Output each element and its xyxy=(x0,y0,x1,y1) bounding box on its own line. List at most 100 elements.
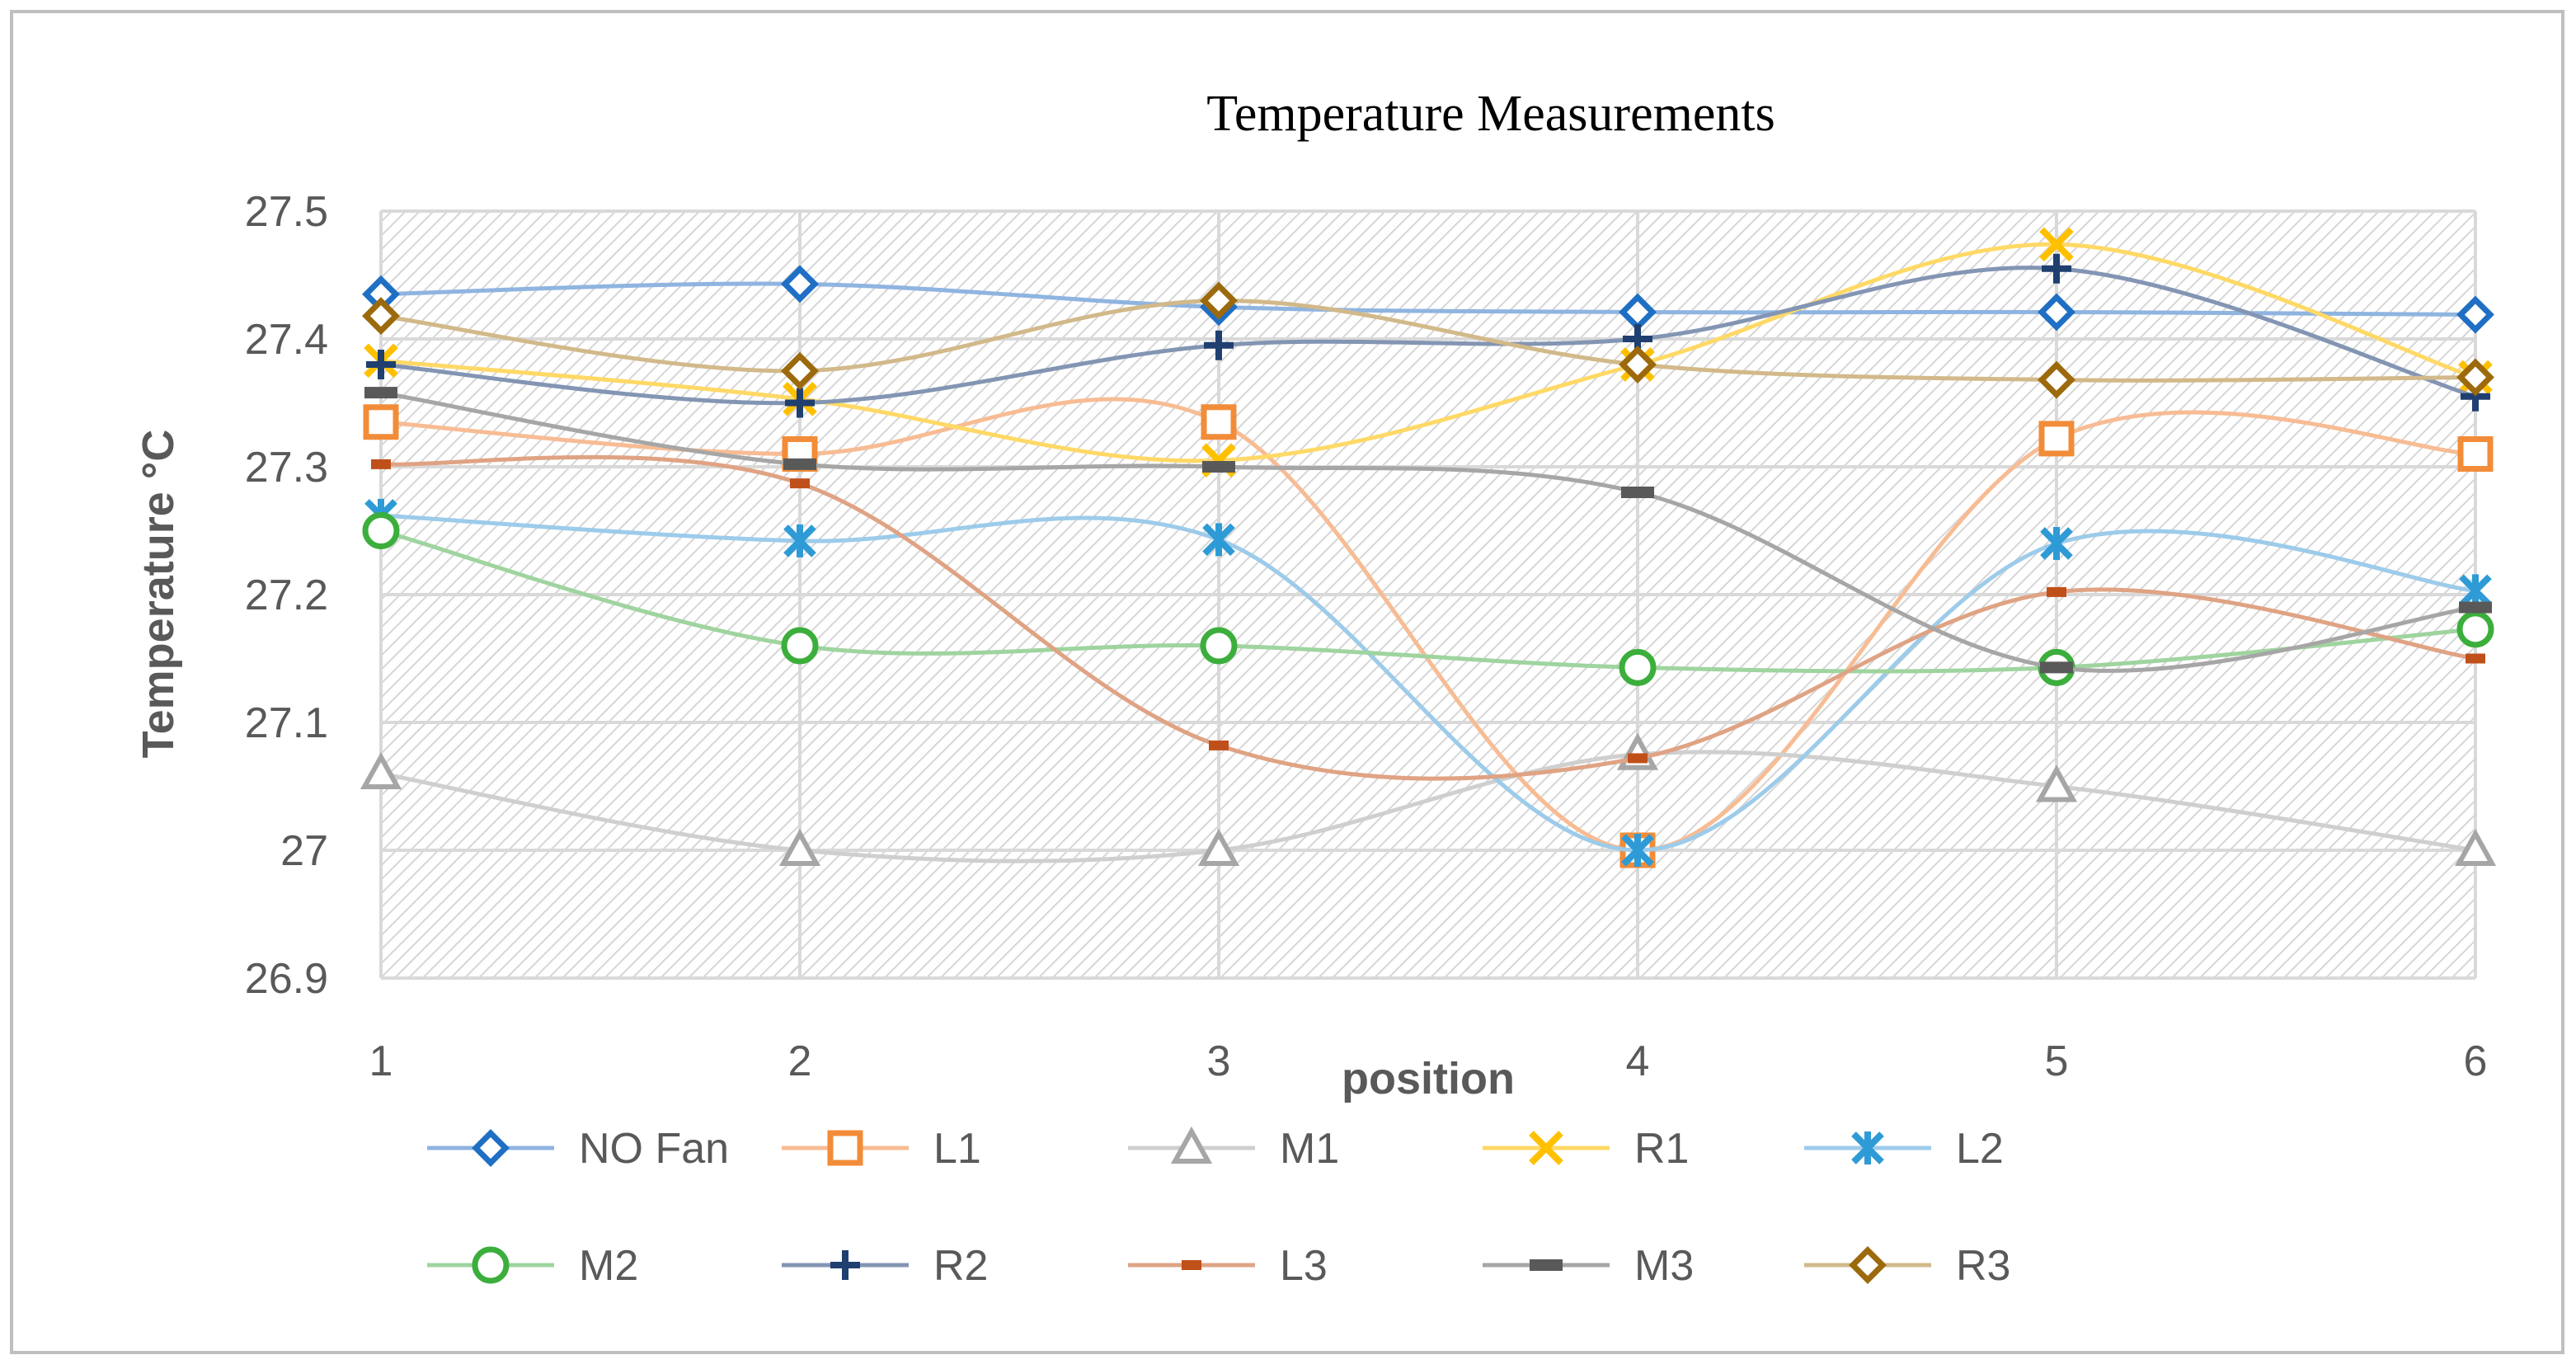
series-group xyxy=(360,227,2497,868)
x-tick-label: 2 xyxy=(788,1037,812,1085)
data-point xyxy=(2459,601,2492,614)
data-point xyxy=(1621,834,1654,867)
legend-marker xyxy=(830,1250,860,1280)
legend-label: L3 xyxy=(1280,1242,1328,1290)
y-tick-labels: 27.5 27.4 27.3 27.2 27.1 27 26.9 xyxy=(245,188,328,1003)
legend-label: R3 xyxy=(1956,1242,2010,1290)
data-point xyxy=(2454,828,2497,866)
data-point xyxy=(783,524,816,557)
data-point xyxy=(363,404,399,440)
legend-item: M3 xyxy=(1483,1242,1694,1290)
data-point xyxy=(2040,661,2073,674)
series-line xyxy=(380,513,2476,853)
data-point xyxy=(1201,404,1237,440)
legend-marker xyxy=(1529,1131,1563,1165)
data-point xyxy=(2047,586,2066,597)
x-tick-label: 1 xyxy=(369,1037,393,1085)
series-line xyxy=(380,266,2476,406)
series-line xyxy=(380,529,2476,674)
legend-marker xyxy=(1530,1259,1563,1271)
series-line xyxy=(380,242,2476,463)
series-l3 xyxy=(371,454,2485,781)
data-point xyxy=(2035,764,2078,802)
data-point xyxy=(2040,527,2073,560)
data-point xyxy=(790,478,810,489)
data-point xyxy=(2039,227,2074,262)
legend-item: R3 xyxy=(1804,1242,2010,1290)
data-point xyxy=(2466,653,2485,664)
data-point xyxy=(2038,421,2075,457)
data-point xyxy=(371,459,391,469)
legend-marker xyxy=(472,1129,510,1167)
series-line xyxy=(380,298,2476,383)
data-point xyxy=(1619,648,1657,686)
data-point xyxy=(1202,461,1235,473)
data-point xyxy=(366,350,396,379)
x-tick-label: 4 xyxy=(1626,1037,1650,1085)
legend-marker xyxy=(1849,1246,1887,1284)
y-tick-label: 27 xyxy=(280,827,328,875)
legend: NO Fan L1 M1 R1 L2 M2 R2 L3 M3 R3 xyxy=(427,1125,2010,1290)
y-tick-label: 27.5 xyxy=(245,188,328,236)
legend-item: L2 xyxy=(1804,1125,2004,1173)
data-point xyxy=(778,828,821,866)
x-axis-label: position xyxy=(1342,1054,1515,1103)
legend-item: L3 xyxy=(1128,1242,1328,1290)
y-tick-label: 26.9 xyxy=(245,955,328,1003)
data-point xyxy=(781,351,819,390)
x-tick-label: 6 xyxy=(2464,1037,2488,1085)
x-tick-labels: 1 2 3 4 5 6 xyxy=(369,1037,2488,1085)
data-point xyxy=(2038,293,2075,332)
legend-item: R2 xyxy=(782,1242,988,1290)
data-point xyxy=(1200,281,1238,320)
legend-label: M3 xyxy=(1634,1242,1694,1290)
data-point xyxy=(2456,610,2494,648)
chart-title: Temperature Measurements xyxy=(1206,86,1775,142)
series-r2 xyxy=(366,253,2490,418)
legend-item: R1 xyxy=(1483,1125,1689,1173)
legend-marker xyxy=(827,1130,863,1166)
data-point xyxy=(1197,828,1240,866)
series-line xyxy=(380,750,2476,863)
series-line xyxy=(380,281,2476,318)
series-m3 xyxy=(364,387,2492,674)
legend-marker xyxy=(1182,1260,1201,1270)
legend-marker xyxy=(1170,1126,1213,1164)
legend-label: R2 xyxy=(933,1242,988,1290)
data-point xyxy=(362,512,400,549)
legend-label: M2 xyxy=(579,1242,638,1290)
series-l2 xyxy=(364,498,2492,867)
x-tick-label: 5 xyxy=(2045,1037,2069,1085)
data-point xyxy=(360,751,402,789)
data-point xyxy=(362,297,400,336)
data-point xyxy=(1628,753,1648,764)
legend-item: M1 xyxy=(1128,1125,1339,1173)
legend-marker xyxy=(1851,1131,1884,1164)
legend-label: L1 xyxy=(933,1125,981,1173)
series-r3 xyxy=(362,281,2494,399)
legend-label: M1 xyxy=(1280,1125,1339,1173)
legend-item: M2 xyxy=(427,1242,638,1290)
data-point xyxy=(2042,253,2071,284)
data-point xyxy=(1621,487,1654,498)
data-point xyxy=(364,387,397,399)
y-tick-label: 27.4 xyxy=(245,316,328,364)
data-point xyxy=(781,627,819,665)
legend-label: R1 xyxy=(1634,1125,1689,1173)
legend-label: L2 xyxy=(1956,1125,2004,1173)
data-point xyxy=(785,388,815,418)
series-line xyxy=(380,390,2476,673)
y-axis-label: Temperature °C xyxy=(134,430,183,759)
series-line xyxy=(380,454,2476,781)
data-point xyxy=(783,458,816,470)
data-point xyxy=(2456,295,2494,334)
data-point xyxy=(1619,346,1657,383)
data-point xyxy=(781,265,819,303)
legend-label: NO Fan xyxy=(579,1125,729,1173)
legend-item: NO Fan xyxy=(427,1125,729,1173)
data-point xyxy=(1202,523,1235,557)
data-point xyxy=(2038,360,2075,399)
y-tick-label: 27.3 xyxy=(245,444,328,492)
data-point xyxy=(2457,436,2494,472)
legend-marker xyxy=(472,1246,510,1284)
